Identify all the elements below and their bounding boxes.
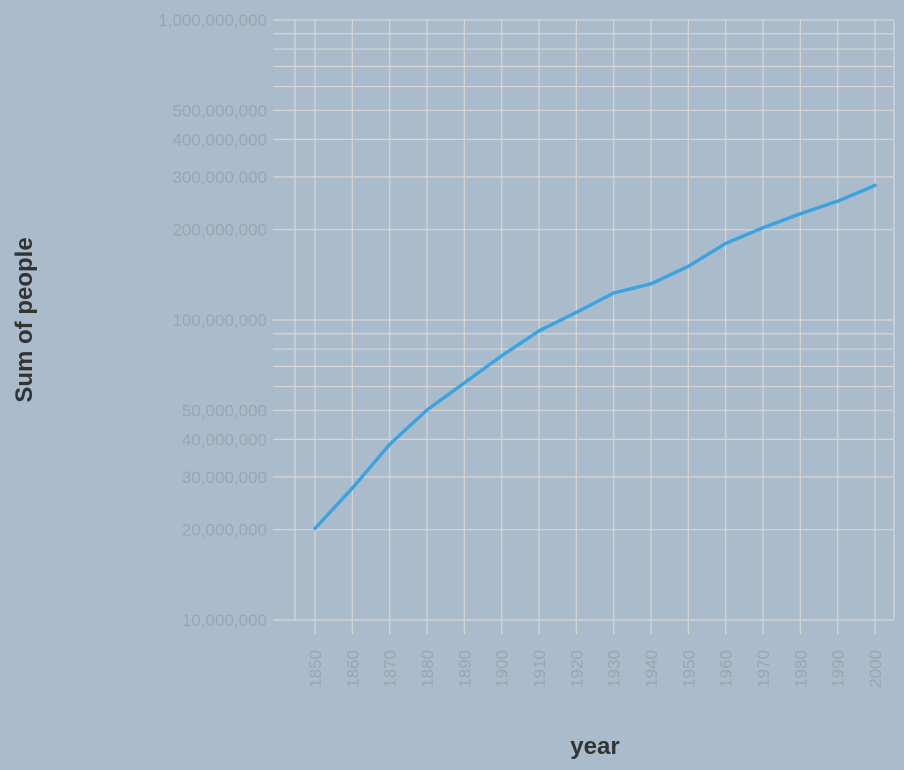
data-point xyxy=(388,442,392,446)
data-point xyxy=(686,264,690,268)
x-axis-title: year xyxy=(570,733,619,760)
data-point xyxy=(649,282,653,286)
data-point xyxy=(350,486,354,490)
y-tick-label: 400,000,000 xyxy=(172,130,267,149)
x-tick-label: 1990 xyxy=(829,650,848,688)
series xyxy=(313,183,877,531)
x-tick-label: 1910 xyxy=(530,650,549,688)
data-point xyxy=(836,199,840,203)
y-tick-label: 30,000,000 xyxy=(182,468,267,487)
y-axis-title: Sum of people xyxy=(11,237,38,402)
x-tick-label: 1920 xyxy=(567,650,586,688)
y-tick-label: 200,000,000 xyxy=(172,221,267,240)
data-point xyxy=(500,354,504,358)
x-tick-label: 1880 xyxy=(418,650,437,688)
data-point xyxy=(425,408,429,412)
y-tick-label: 10,000,000 xyxy=(182,611,267,630)
data-point xyxy=(612,291,616,295)
y-tick-label: 500,000,000 xyxy=(172,101,267,120)
data-point xyxy=(798,212,802,216)
data-point xyxy=(574,310,578,315)
y-tick-label: 50,000,000 xyxy=(182,401,267,420)
x-axis-ticks: 1850 1860 1870 1880 1890 1900 1910 1920 1930 1940… xyxy=(306,650,885,688)
data-point xyxy=(761,226,765,230)
y-axis-ticks: 10,000,000 20,000,000 30,000,000 40,000,000… xyxy=(158,11,267,630)
y-tick-label: 20,000,000 xyxy=(182,521,267,540)
data-point xyxy=(724,241,728,246)
data-point xyxy=(537,329,541,333)
x-tick-label: 1970 xyxy=(754,650,773,688)
y-tick-label: 300,000,000 xyxy=(172,168,267,187)
y-tick-label: 1,000,000,000 xyxy=(158,11,267,30)
x-tick-label: 1860 xyxy=(343,650,362,688)
x-tick-label: 2000 xyxy=(866,650,885,688)
x-tick-label: 1930 xyxy=(605,650,624,688)
x-tick-label: 1890 xyxy=(455,650,474,688)
x-tick-label: 1900 xyxy=(493,650,512,688)
x-tick-label: 1870 xyxy=(381,650,400,688)
x-tick-label: 1940 xyxy=(642,650,661,688)
grid xyxy=(273,19,895,634)
y-tick-label: 40,000,000 xyxy=(182,430,267,449)
y-tick-label: 100,000,000 xyxy=(172,311,267,330)
x-tick-label: 1960 xyxy=(717,650,736,688)
data-point xyxy=(873,183,877,187)
x-tick-label: 1950 xyxy=(679,650,698,688)
data-point xyxy=(313,526,317,530)
x-tick-label: 1980 xyxy=(791,650,810,688)
x-tick-label: 1850 xyxy=(306,650,325,688)
